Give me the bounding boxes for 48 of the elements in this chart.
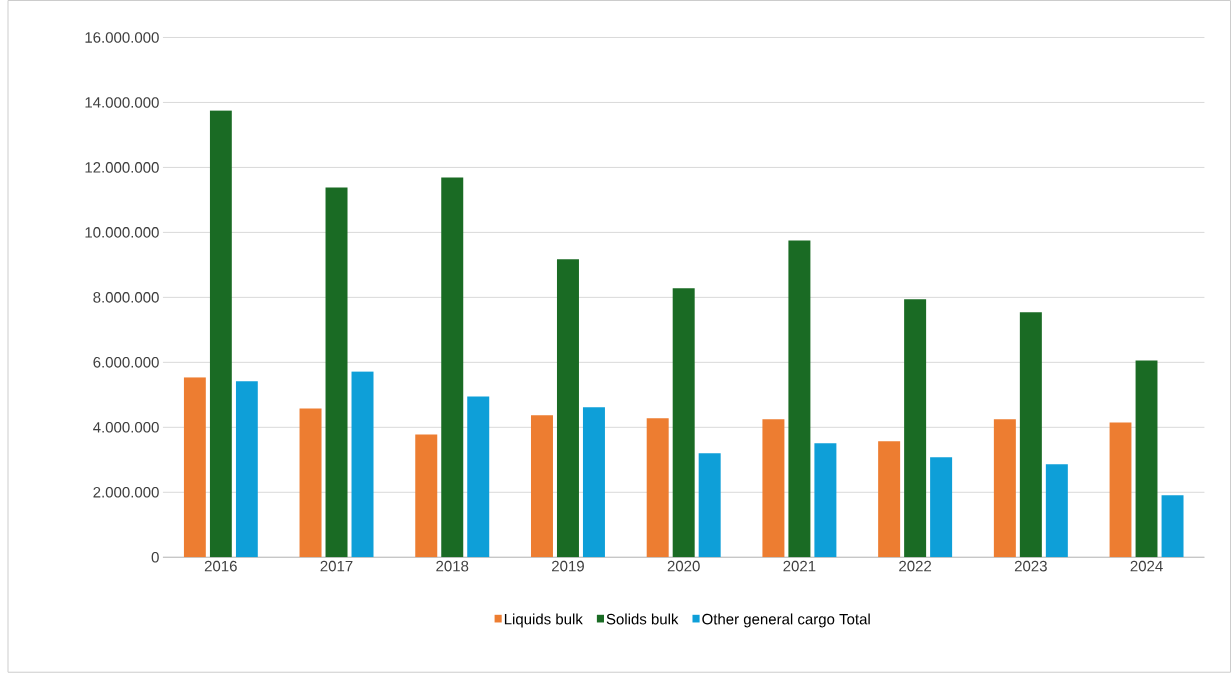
bar bbox=[351, 371, 374, 558]
bar bbox=[415, 434, 438, 558]
y-tick-label: 14.000.000 bbox=[85, 97, 159, 108]
y-tick-label: 12.000.000 bbox=[85, 162, 159, 173]
bar bbox=[930, 457, 953, 558]
bar bbox=[467, 396, 490, 558]
bar bbox=[1135, 360, 1158, 558]
bar bbox=[299, 408, 322, 558]
bar bbox=[788, 240, 811, 558]
x-tick-label: 2019 bbox=[552, 560, 584, 572]
bar bbox=[209, 110, 232, 558]
y-tick-label: 4.000.000 bbox=[93, 421, 159, 433]
bar bbox=[556, 259, 579, 558]
bar bbox=[183, 377, 206, 558]
x-tick-label: 2021 bbox=[783, 560, 816, 572]
y-tick-label: 8.000.000 bbox=[93, 291, 159, 303]
x-tick-label: 2023 bbox=[1014, 560, 1047, 572]
bar bbox=[762, 419, 785, 558]
bar bbox=[672, 288, 695, 558]
y-tick-label: 10.000.000 bbox=[85, 226, 159, 238]
bar bbox=[1045, 464, 1068, 558]
bar bbox=[993, 419, 1016, 558]
bar bbox=[582, 407, 605, 558]
x-tick-label: 2016 bbox=[204, 560, 237, 572]
bar bbox=[814, 443, 837, 558]
legend-label: Solids bulk bbox=[606, 613, 679, 625]
bar bbox=[1161, 495, 1184, 558]
bar bbox=[235, 381, 258, 558]
x-tick-label: 2017 bbox=[320, 560, 353, 572]
bar bbox=[441, 177, 464, 558]
y-tick-label: 6.000.000 bbox=[93, 356, 159, 368]
y-tick-label: 2.000.000 bbox=[93, 486, 159, 498]
bar bbox=[530, 415, 553, 558]
y-tick-label: 16.000.000 bbox=[85, 32, 159, 43]
x-tick-label: 2020 bbox=[667, 560, 700, 572]
y-tick-label: 0 bbox=[151, 551, 159, 563]
bar bbox=[1109, 422, 1132, 558]
bar bbox=[698, 453, 721, 558]
bar bbox=[878, 441, 901, 558]
bar bbox=[646, 418, 669, 558]
bar bbox=[1019, 312, 1042, 558]
bar bbox=[325, 187, 348, 558]
x-tick-label: 2018 bbox=[436, 560, 469, 572]
legend-label: Liquids bulk bbox=[504, 613, 583, 628]
legend-label: Other general cargo Total bbox=[702, 613, 870, 628]
x-tick-label: 2022 bbox=[899, 560, 932, 572]
bar bbox=[904, 299, 927, 558]
x-tick-label: 2024 bbox=[1130, 560, 1163, 572]
